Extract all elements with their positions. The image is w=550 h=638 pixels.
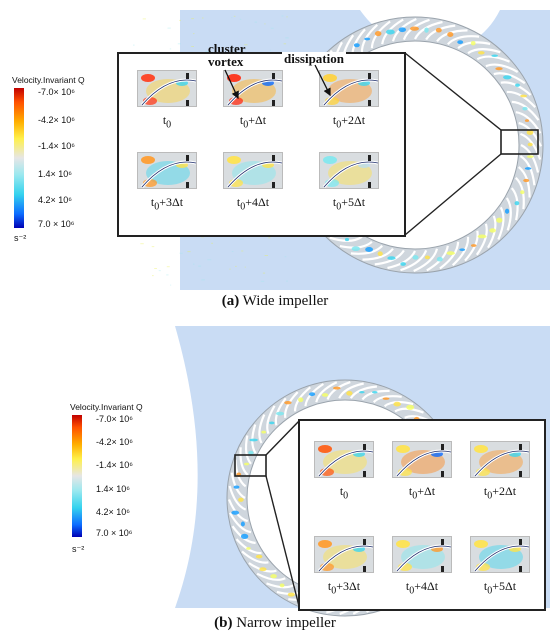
legend-tick: 7.0 × 10⁶ xyxy=(96,528,133,538)
frame-label: t0+2Δt xyxy=(483,484,517,502)
caption-a: (a) Wide impeller xyxy=(221,293,329,309)
legend-unit: s⁻² xyxy=(14,233,27,243)
frame-t0-plus-dt: t0+Δt xyxy=(223,70,283,130)
frame-label: t0+5Δt xyxy=(332,195,366,213)
frame-t0-plus-4dt: t0+4Δt xyxy=(392,536,452,596)
frame-t0-plus-4dt: t0+4Δt xyxy=(223,152,283,212)
frame-image xyxy=(470,441,530,478)
legend-tick: -1.4× 10⁶ xyxy=(38,141,75,151)
frame-image xyxy=(137,152,197,189)
frame-label: t0 xyxy=(339,484,349,502)
colorbar xyxy=(72,415,82,537)
frame-label: t0+Δt xyxy=(239,113,267,131)
legend-tick: -4.2× 10⁶ xyxy=(38,115,75,125)
legend-tick: -1.4× 10⁶ xyxy=(96,460,133,470)
frame-image xyxy=(314,441,374,478)
frame-t0: t0 xyxy=(137,70,197,130)
panel-wide-impeller: Velocity.Invariant Q -7.0× 10⁶ -4.2× 10⁶… xyxy=(0,0,550,318)
frame-image xyxy=(319,70,379,107)
zoom-region-box xyxy=(234,454,267,477)
panel-narrow-impeller: Velocity.Invariant Q -7.0× 10⁶ -4.2× 10⁶… xyxy=(0,318,550,638)
frame-image xyxy=(392,536,452,573)
frame-label: t0+2Δt xyxy=(332,113,366,131)
frame-image xyxy=(392,441,452,478)
legend-tick: 1.4× 10⁶ xyxy=(38,169,72,179)
zoom-region-box xyxy=(500,129,539,155)
dissipation-label: dissipation xyxy=(282,51,346,66)
legend-unit: s⁻² xyxy=(72,544,85,554)
frame-label: t0+3Δt xyxy=(327,579,361,597)
legend-title: Velocity.Invariant Q xyxy=(12,75,85,85)
legend-tick: 7.0 × 10⁶ xyxy=(38,219,75,229)
legend-tick: 1.4× 10⁶ xyxy=(96,484,130,494)
frame-t0-plus-2dt: t0+2Δt xyxy=(319,70,379,130)
frame-t0-plus-2dt: t0+2Δt xyxy=(470,441,530,501)
caption-b: (b) Narrow impeller xyxy=(214,615,336,631)
frame-t0-plus-3dt: t0+3Δt xyxy=(137,152,197,212)
legend-tick: -7.0× 10⁶ xyxy=(96,414,133,424)
legend-tick: 4.2× 10⁶ xyxy=(96,507,130,517)
frame-image xyxy=(137,70,197,107)
frame-t0-plus-5dt: t0+5Δt xyxy=(470,536,530,596)
frame-image xyxy=(470,536,530,573)
cluster-vortex-label: cluster vortex xyxy=(208,41,246,69)
colorbar xyxy=(14,88,24,228)
frame-label: t0+Δt xyxy=(408,484,436,502)
frame-label: t0+4Δt xyxy=(405,579,439,597)
frame-t0-plus-dt: t0+Δt xyxy=(392,441,452,501)
legend-tick: -4.2× 10⁶ xyxy=(96,437,133,447)
frame-t0-plus-3dt: t0+3Δt xyxy=(314,536,374,596)
frame-label: t0 xyxy=(162,113,172,131)
zoom-inset: t0 t0+Δt t0+2Δt t0+3Δt t0+4Δt t0+5Δt xyxy=(117,52,406,237)
zoom-inset: t0 t0+Δt t0+2Δt t0+3Δt t0+4Δt t0+5Δt xyxy=(298,419,546,611)
legend-tick: -7.0× 10⁶ xyxy=(38,87,75,97)
legend-title: Velocity.Invariant Q xyxy=(70,402,143,412)
frame-image xyxy=(319,152,379,189)
frame-t0-plus-5dt: t0+5Δt xyxy=(319,152,379,212)
frame-label: t0+5Δt xyxy=(483,579,517,597)
frame-t0: t0 xyxy=(314,441,374,501)
frame-image xyxy=(223,152,283,189)
frame-label: t0+3Δt xyxy=(150,195,184,213)
frame-image xyxy=(314,536,374,573)
frame-label: t0+4Δt xyxy=(236,195,270,213)
legend-tick: 4.2× 10⁶ xyxy=(38,195,72,205)
frame-image xyxy=(223,70,283,107)
